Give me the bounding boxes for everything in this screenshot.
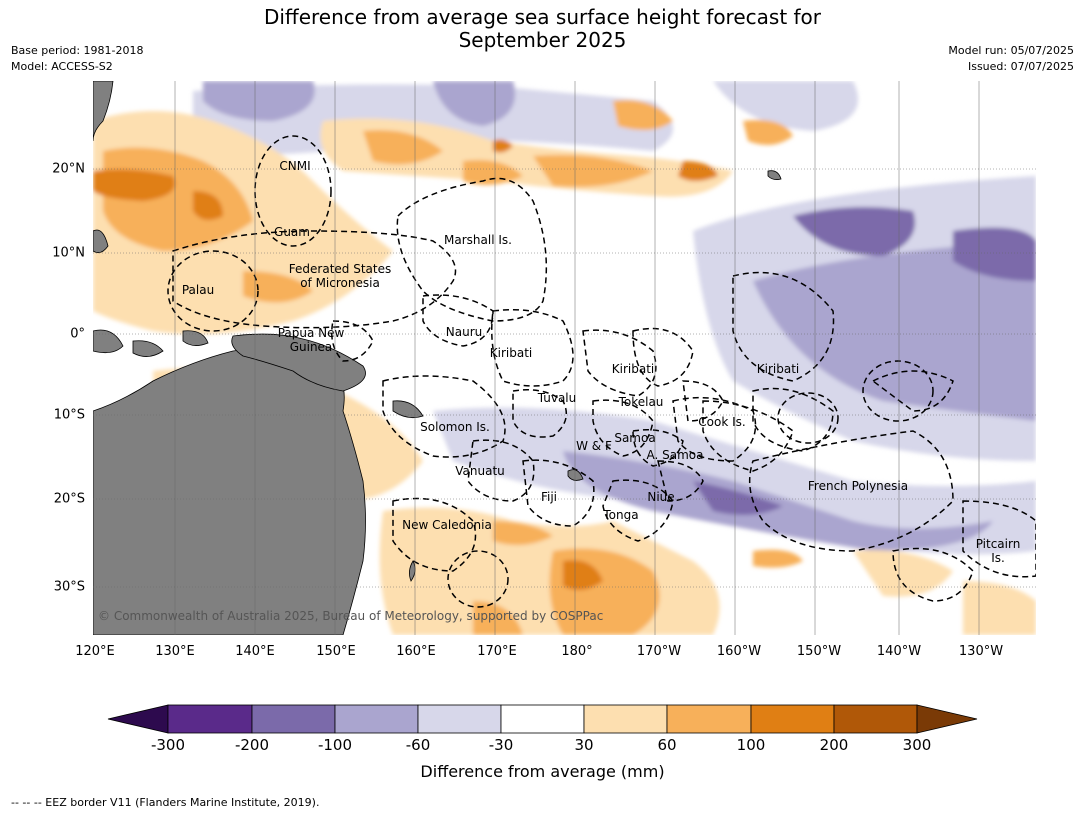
place-label-guam: Guam [274, 225, 310, 239]
model-run: Model run: 05/07/2025 [948, 44, 1074, 57]
place-label-nauru: Nauru [445, 325, 483, 339]
title-line-1: Difference from average sea surface heig… [263, 5, 822, 29]
asia-coast-landmass [93, 81, 114, 142]
cbar-segment [167, 704, 253, 734]
cbar-segment [251, 704, 336, 734]
base-period: Base period: 1981-2018 [11, 44, 144, 57]
x-tick: 170°W [636, 644, 682, 659]
cbar-segment [583, 704, 668, 734]
cbar-segment [417, 704, 502, 734]
colorbar-tick: 100 [736, 736, 766, 754]
colorbar-tick: 300 [902, 736, 932, 754]
eez-borders [167, 135, 1036, 608]
y-tick: 10°N [52, 245, 85, 261]
island-landmass [392, 400, 424, 419]
place-label-cook-islands: Cook Is. [698, 415, 746, 429]
x-tick: 140°E [235, 644, 275, 659]
cbar-segment [334, 704, 419, 734]
new-guinea-landmass [231, 333, 366, 392]
x-tick: 160°W [716, 644, 762, 659]
colorbar-label: Difference from average (mm) [420, 762, 665, 781]
fiji-landmass [567, 469, 584, 481]
title-line-2: September 2025 [458, 28, 627, 52]
place-label-papua-new-guinea: Papua New Guinea [277, 326, 345, 354]
island-landmass [93, 229, 109, 254]
place-label-french-polynesia: French Polynesia [807, 479, 909, 493]
place-label-american-samoa: A. Samoa [646, 448, 704, 462]
y-tick: 20°N [52, 161, 85, 177]
cbar-segment [500, 704, 585, 734]
cbar-segment [666, 704, 752, 734]
y-tick: 20°S [53, 491, 85, 507]
graticule [93, 81, 1036, 635]
place-label-pitcairn: Pitcairn Is. [975, 537, 1021, 565]
place-label-tuvalu: Tuvalu [537, 391, 577, 405]
colorbar-tick: -60 [405, 736, 431, 754]
place-label-palau: Palau [181, 283, 215, 297]
colorbar-tick: -200 [234, 736, 270, 754]
place-label-tokelau: Tokelau [618, 395, 664, 409]
x-tick: 160°E [396, 644, 436, 659]
colorbar-tick: -30 [488, 736, 514, 754]
place-label-kiribati-central: Kiribati [611, 362, 655, 376]
island-landmass [132, 340, 164, 357]
cbar-extend-high [916, 704, 978, 734]
land [93, 81, 782, 635]
place-label-kiribati-east: Kiribati [756, 362, 800, 376]
place-label-kiribati-west: Kiribati [489, 346, 533, 360]
cbar-extend-low [107, 704, 169, 734]
cbar-segment [833, 704, 918, 734]
x-tick: 150°W [796, 644, 842, 659]
colorbar-tick: 200 [819, 736, 849, 754]
x-tick: 130°E [155, 644, 195, 659]
place-label-fiji: Fiji [540, 490, 558, 504]
meta-right: Model run: 05/07/2025 Issued: 07/07/2025 [948, 43, 1074, 75]
place-label-vanuatu: Vanuatu [455, 464, 505, 478]
place-label-niue: Niue [647, 490, 675, 504]
island-landmass [767, 170, 782, 180]
x-tick: 130°W [958, 644, 1004, 659]
x-tick: 140°W [876, 644, 922, 659]
island-landmass [93, 329, 124, 354]
issued-date: Issued: 07/07/2025 [967, 60, 1074, 73]
colorbar-tick: -300 [150, 736, 186, 754]
colorbar-tick: -100 [317, 736, 353, 754]
colorbar-tick: 60 [657, 736, 677, 754]
cbar-segment [750, 704, 835, 734]
color-legend-bar [107, 704, 978, 734]
place-label-tonga: Tonga [603, 508, 639, 522]
x-tick: 150°E [316, 644, 356, 659]
x-tick: 120°E [75, 644, 115, 659]
place-label-marshall-islands: Marshall Is. [444, 233, 512, 247]
map-title: Difference from average sea surface heig… [0, 6, 1085, 52]
meta-left: Base period: 1981-2018 Model: ACCESS-S2 [11, 43, 143, 75]
sea-level-map [93, 81, 1036, 635]
y-tick: 30°S [53, 579, 85, 595]
model-name: Model: ACCESS-S2 [11, 60, 113, 73]
y-tick: 10°S [53, 407, 85, 423]
australia-landmass [93, 349, 366, 635]
colorbar-tick: 30 [574, 736, 594, 754]
place-label-cnmi: CNMI [279, 159, 311, 173]
x-tick: 180° [561, 644, 593, 659]
eez-note: -- -- -- EEZ border V11 (Flanders Marine… [11, 796, 320, 809]
place-label-new-caledonia: New Caledonia [402, 518, 492, 532]
copyright-notice: © Commonwealth of Australia 2025, Bureau… [98, 609, 604, 623]
place-label-solomon-islands: Solomon Is. [420, 420, 490, 434]
y-tick: 0° [70, 326, 85, 342]
x-tick: 170°E [477, 644, 517, 659]
island-landmass [182, 330, 209, 346]
place-label-wallis-futuna: W & F [576, 439, 612, 453]
place-label-samoa: Samoa [614, 431, 656, 445]
place-label-micronesia: Federated States of Micronesia [288, 262, 392, 290]
